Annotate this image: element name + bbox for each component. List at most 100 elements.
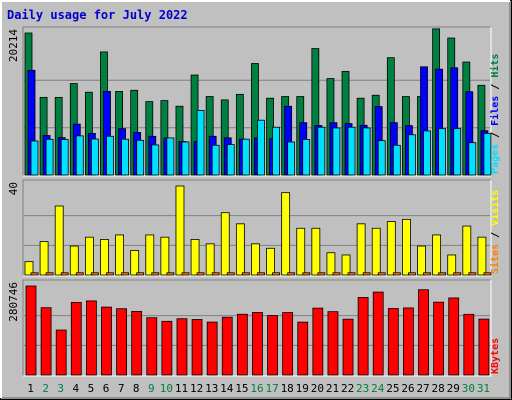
visits-bar (190, 238, 200, 276)
kbytes-bar (403, 307, 414, 376)
day-label: 10 (160, 382, 173, 395)
pages-bar (196, 109, 205, 176)
kbytes-bar (433, 301, 445, 376)
sites-bar (30, 272, 39, 276)
sites-bar (75, 272, 84, 276)
day-label: 23 (356, 382, 369, 395)
sites-bar (241, 272, 250, 276)
sites-bar (302, 272, 311, 276)
day-label: 3 (57, 382, 64, 395)
sites-bar (362, 272, 371, 276)
pages-bar (226, 144, 235, 176)
sites-bar (287, 272, 296, 276)
visits-bar (311, 227, 321, 276)
kbytes-bar (463, 313, 475, 376)
day-label: 30 (462, 382, 475, 395)
kbytes-bar (327, 311, 339, 376)
day-label: 12 (190, 382, 203, 395)
sites-bar (377, 272, 386, 276)
pages-bar (408, 134, 416, 176)
kbytes-bar (116, 308, 127, 376)
kbytes-bar (131, 311, 143, 376)
kbytes-bar (161, 320, 173, 376)
y-max-label: 280746 (7, 282, 20, 322)
day-label: 15 (235, 382, 248, 395)
visits-bar (39, 241, 49, 276)
sites-bar (483, 272, 492, 276)
day-label: 20 (311, 382, 324, 395)
visits-bar (160, 236, 170, 276)
panel-inner-shadow (22, 179, 491, 276)
chart-title: Daily usage for July 2022 (7, 8, 188, 22)
kbytes-bar (206, 321, 218, 376)
kbytes-bar (357, 297, 369, 376)
kbytes-bar (85, 300, 97, 376)
sites-bar (45, 272, 54, 276)
kbytes-bar (40, 307, 52, 376)
panel-hits-files-pages: 20214 Pages / Files / Hits (7, 26, 501, 177)
kbytes-bar (101, 306, 112, 376)
sites-bar (90, 272, 99, 276)
visits-bar (251, 243, 260, 276)
legend-separator: / (490, 78, 501, 96)
series-legend: Pages / Files / Hits (489, 54, 501, 174)
visits-bar (402, 218, 411, 276)
visits-bar (341, 254, 351, 276)
visits-bar (69, 245, 79, 276)
visits-bar (205, 243, 215, 276)
kbytes-bar (55, 329, 67, 376)
kbytes-bar (448, 297, 460, 376)
legend-separator: / (490, 126, 501, 144)
day-label: 8 (133, 382, 140, 395)
sites-bar (181, 272, 190, 276)
pages-bar (317, 126, 326, 176)
day-label: 17 (265, 382, 278, 395)
visits-bar (145, 234, 155, 276)
visits-bar (356, 223, 366, 276)
day-label: 21 (326, 382, 339, 395)
sites-bar (453, 272, 462, 276)
kbytes-bar (191, 319, 203, 376)
visits-bar (115, 234, 124, 276)
sites-bar (196, 272, 205, 276)
visits-bar (447, 254, 457, 276)
legend-kbytes: KBytes (490, 338, 501, 374)
panel-visits-sites: 40 Sites / Visits (7, 179, 501, 277)
day-label: 24 (371, 382, 385, 395)
kbytes-bar (236, 313, 248, 376)
kbytes-bar (267, 315, 278, 376)
visits-bar (326, 252, 336, 276)
pages-bar (453, 128, 462, 176)
panel-kbytes: 280746 KBytes (7, 279, 501, 377)
kbytes-bar (418, 289, 429, 376)
panel-inner-highlight (23, 180, 492, 277)
day-label: 11 (175, 382, 188, 395)
visits-bar (432, 234, 442, 276)
kbytes-bar (25, 285, 37, 376)
sites-bar (332, 272, 341, 276)
visits-bar (100, 238, 109, 276)
pages-bar (75, 135, 84, 176)
legend-sites: Sites (489, 244, 501, 274)
visits-bar (417, 245, 426, 276)
legend-hits: Hits (489, 54, 501, 78)
sites-bar (226, 272, 235, 276)
sites-bar (392, 272, 401, 276)
sites-bar (60, 272, 69, 276)
day-label: 5 (88, 382, 95, 395)
visits-bar (175, 185, 185, 276)
day-label: 29 (447, 382, 460, 395)
sites-bar (317, 272, 326, 276)
sites-bar (151, 272, 160, 276)
pages-bar (121, 138, 129, 176)
sites-bar (211, 272, 220, 276)
pages-bar (151, 144, 160, 176)
pages-bar (241, 138, 250, 176)
pages-bar (60, 139, 69, 176)
kbytes-bar (252, 312, 263, 376)
day-label: 19 (296, 382, 309, 395)
